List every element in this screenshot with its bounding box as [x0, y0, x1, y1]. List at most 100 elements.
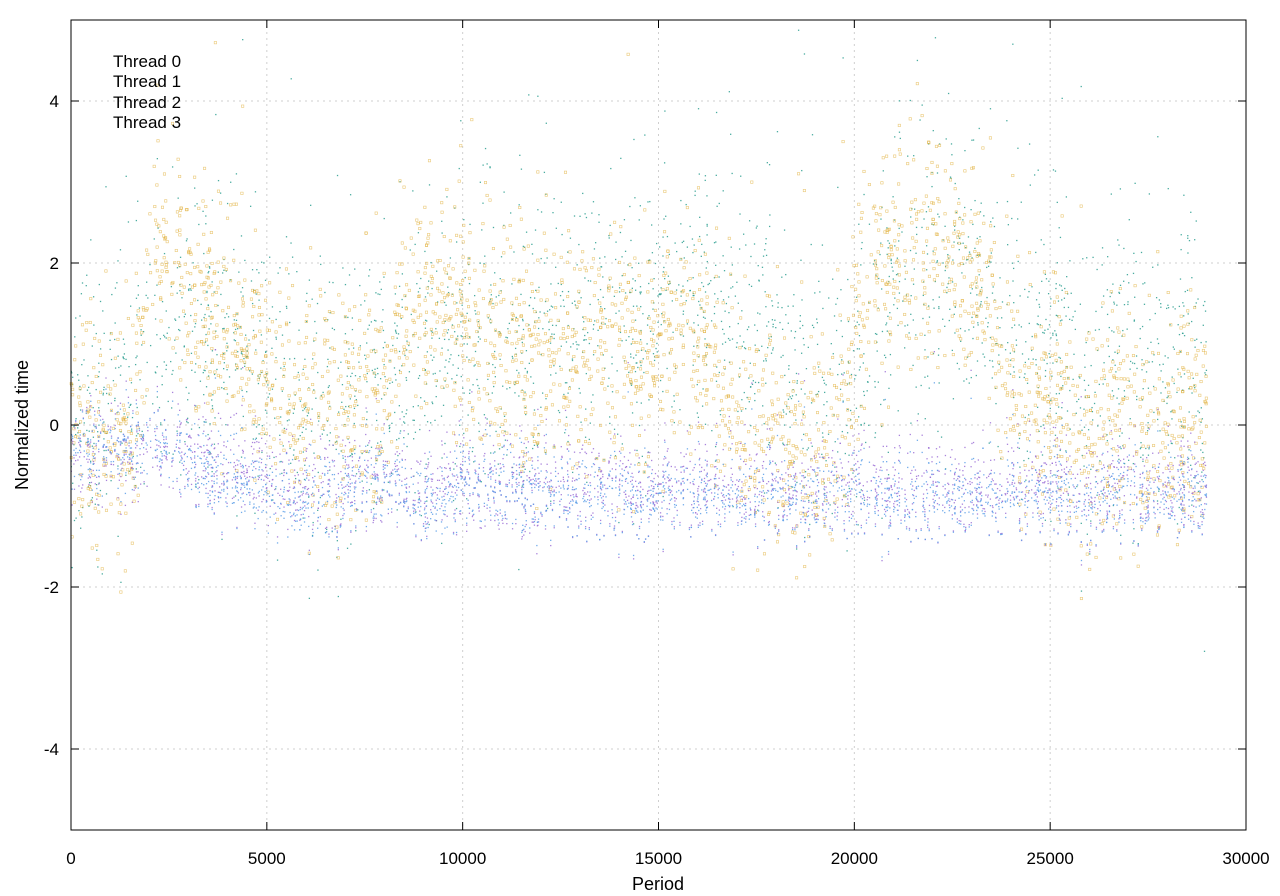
data-point [705, 267, 707, 269]
data-point [748, 401, 750, 403]
data-point [609, 232, 613, 236]
data-point [226, 313, 228, 315]
data-point [446, 372, 449, 374]
data-point [149, 263, 151, 266]
data-point [923, 286, 927, 290]
data-point [970, 208, 972, 211]
data-point [978, 239, 982, 243]
data-point [122, 356, 124, 358]
data-point [1038, 377, 1042, 381]
data-point [885, 209, 889, 213]
data-point [1057, 487, 1059, 489]
data-point [70, 383, 74, 387]
data-point [305, 409, 309, 413]
data-point [308, 597, 311, 600]
data-point [457, 354, 460, 357]
data-point [631, 412, 634, 414]
data-point [987, 259, 991, 263]
data-point [567, 251, 569, 253]
data-point [887, 451, 889, 454]
data-point [1203, 441, 1207, 445]
data-point [973, 212, 977, 216]
data-point [883, 302, 887, 306]
data-point [134, 438, 138, 442]
data-point [560, 201, 562, 203]
data-point [622, 382, 626, 386]
data-point [462, 387, 464, 389]
data-point [458, 396, 462, 400]
data-point [1086, 394, 1090, 398]
data-point [204, 313, 206, 316]
data-point [679, 409, 681, 411]
data-point [341, 477, 345, 481]
data-point [445, 359, 447, 361]
data-point [1103, 433, 1107, 437]
data-point [469, 389, 471, 391]
data-point [1132, 462, 1135, 465]
data-point [537, 327, 540, 330]
data-point [203, 324, 207, 328]
data-point [479, 262, 481, 264]
data-point [537, 319, 541, 323]
data-point [575, 462, 579, 466]
data-point [312, 521, 314, 524]
data-point [1131, 362, 1134, 364]
data-point [143, 483, 145, 485]
data-point [1128, 380, 1130, 382]
data-point [637, 366, 639, 369]
data-point [1187, 458, 1190, 460]
data-point [1099, 415, 1102, 417]
data-point [1116, 414, 1120, 418]
data-point [290, 242, 292, 244]
data-point [953, 300, 957, 304]
data-point [723, 423, 727, 427]
data-point [101, 427, 105, 431]
data-point [567, 392, 569, 394]
data-point [1106, 383, 1110, 387]
data-point [1193, 389, 1197, 393]
data-point [796, 382, 798, 384]
data-point [670, 347, 674, 351]
data-point [846, 408, 850, 412]
data-point [657, 295, 659, 297]
data-point [528, 304, 531, 307]
data-point [704, 175, 707, 177]
data-point [107, 402, 109, 405]
data-point [1079, 407, 1082, 409]
data-point [522, 247, 526, 251]
data-point [293, 441, 297, 445]
data-point [424, 327, 427, 329]
data-point [872, 263, 875, 265]
data-point [97, 493, 101, 497]
data-point [271, 383, 275, 387]
data-point [159, 279, 163, 283]
data-point [123, 358, 125, 360]
data-point [706, 234, 708, 236]
data-point [108, 393, 110, 395]
data-point [261, 427, 265, 431]
data-point [816, 322, 819, 324]
data-point [604, 348, 608, 352]
data-point [365, 395, 369, 399]
data-point [260, 369, 264, 373]
data-point [1099, 407, 1103, 411]
data-point [515, 380, 519, 384]
data-point [596, 319, 600, 323]
data-point [226, 369, 228, 371]
data-point [822, 307, 824, 310]
data-point [551, 333, 553, 335]
data-point [346, 418, 350, 422]
data-point [351, 372, 353, 375]
data-point [673, 400, 675, 402]
data-point [352, 347, 355, 349]
data-point [802, 415, 806, 419]
data-point [529, 333, 533, 337]
data-point [990, 221, 992, 223]
data-point [862, 406, 866, 410]
data-point [423, 381, 427, 385]
data-point [120, 483, 124, 487]
data-point [1034, 422, 1038, 426]
data-point [194, 351, 198, 355]
data-point [464, 276, 466, 279]
data-point [1094, 379, 1098, 383]
